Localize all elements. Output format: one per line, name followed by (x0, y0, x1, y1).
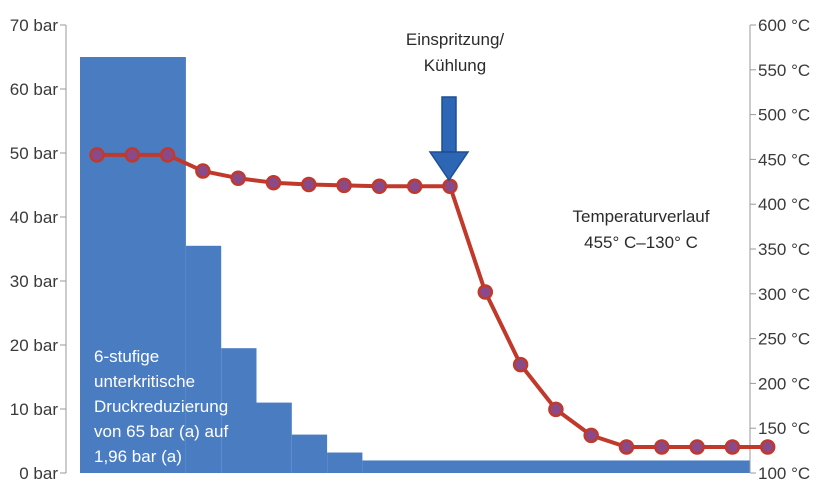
temperature-point (230, 170, 246, 186)
pressure-bar (185, 245, 222, 473)
pressure-bars (80, 57, 750, 473)
pressure-label-line3: Druckreduzierung (94, 397, 228, 416)
temperature-label-line1: Temperaturverlauf (572, 207, 709, 226)
pressure-label-line2: unterkritische (94, 372, 195, 391)
pressure-label-line5: 1,96 bar (a) (94, 447, 182, 466)
temperature-point (406, 178, 423, 195)
temperature-point (159, 147, 176, 163)
temperature-point (724, 439, 741, 455)
left-tick-label: 70 bar (10, 16, 59, 35)
pressure-bar (327, 452, 363, 473)
left-tick-label: 10 bar (10, 400, 59, 419)
temperature-point (195, 163, 211, 179)
temperature-line (89, 147, 776, 455)
right-tick-label: 300 °C (758, 285, 810, 304)
injection-label-line1: Einspritzung/ (406, 30, 505, 49)
temperature-point (265, 174, 282, 191)
right-tick-label: 200 °C (758, 374, 810, 393)
temperature-point (301, 176, 317, 193)
temperature-point (336, 177, 352, 194)
right-tick-label: 350 °C (758, 240, 810, 259)
right-tick-label: 150 °C (758, 419, 810, 438)
pressure-bar (221, 348, 257, 473)
injection-arrow (428, 96, 470, 182)
right-tick-label: 500 °C (758, 106, 810, 125)
right-tick-label: 550 °C (758, 61, 810, 80)
temperature-point (89, 147, 105, 163)
pressure-bar (362, 460, 750, 473)
pressure-bar (80, 57, 186, 473)
axes: 0 bar 10 bar 20 bar 30 bar 40 bar 50 bar 60 ba… (10, 16, 810, 483)
left-tick-label: 40 bar (10, 208, 59, 227)
temperature-point (583, 427, 599, 444)
temperature-point (442, 178, 458, 195)
left-tick-label: 0 bar (19, 464, 58, 483)
temperature-point (124, 147, 141, 163)
right-tick-label: 600 °C (758, 16, 810, 35)
injection-label-line2: Kühlung (424, 56, 486, 75)
temperature-point (618, 439, 635, 455)
pressure-label-line4: von 65 bar (a) auf (94, 422, 228, 441)
right-tick-label: 450 °C (758, 150, 810, 169)
right-tick-label: 250 °C (758, 330, 810, 349)
temperature-point (477, 284, 494, 300)
left-tick-label: 50 bar (10, 144, 59, 163)
temperature-point (689, 439, 705, 455)
temperature-point (512, 356, 529, 373)
left-tick-label: 30 bar (10, 272, 59, 291)
temperature-point (654, 439, 670, 455)
pressure-bar (256, 402, 292, 473)
left-tick-label: 20 bar (10, 336, 59, 355)
temperature-point (759, 439, 776, 455)
pressure-bar (291, 434, 328, 473)
right-tick-label: 100 °C (758, 464, 810, 483)
temperature-point (371, 178, 388, 195)
left-tick-label: 60 bar (10, 80, 59, 99)
right-tick-label: 400 °C (758, 195, 810, 214)
temperature-point (548, 401, 564, 418)
temperature-label-line2: 455° C–130° C (584, 233, 698, 252)
pressure-label-line1: 6-stufige (94, 347, 159, 366)
